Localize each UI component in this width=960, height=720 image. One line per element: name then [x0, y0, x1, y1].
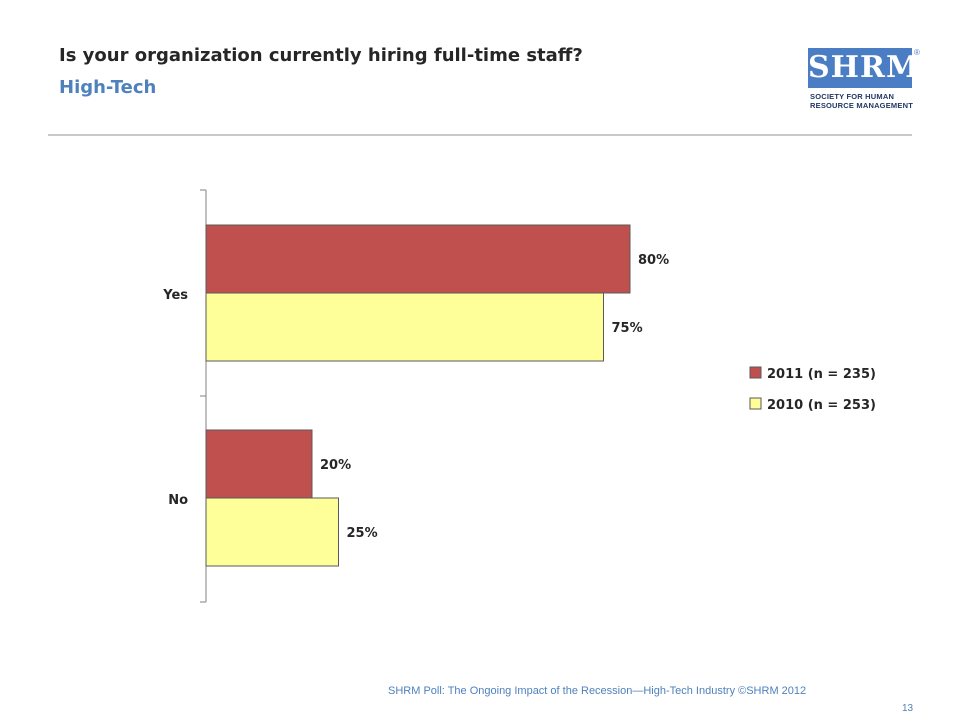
legend-label-series-2: 2010 (n = 253) — [767, 398, 876, 413]
logo-registered-mark: ® — [914, 48, 920, 57]
title-divider — [48, 134, 912, 136]
data-label-yes-series-1: 80% — [638, 253, 669, 268]
logo-wordmark: SHRM — [808, 48, 919, 88]
legend-label-series-1: 2011 (n = 235) — [767, 367, 876, 382]
page-number: 13 — [902, 703, 914, 714]
data-label-no-series-2: 25% — [347, 526, 378, 541]
bar-no-series-2 — [205, 497, 339, 567]
bar-no-series-1 — [205, 429, 313, 499]
logo-tagline: SOCIETY FOR HUMAN RESOURCE MANAGEMENT — [810, 92, 913, 110]
logo-tagline-line2: RESOURCE MANAGEMENT — [810, 101, 913, 110]
bar-yes-series-1 — [205, 224, 631, 294]
bar-yes-series-2 — [205, 292, 604, 362]
category-label-no: No — [168, 493, 188, 508]
slide-subtitle: High-Tech — [59, 77, 157, 98]
data-label-yes-series-2: 75% — [612, 321, 643, 336]
legend-swatch-series-2 — [749, 397, 762, 410]
legend-swatch-series-1 — [749, 366, 762, 379]
logo-tagline-line1: SOCIETY FOR HUMAN — [810, 92, 895, 101]
data-label-no-series-1: 20% — [320, 458, 351, 473]
footer-text: SHRM Poll: The Ongoing Impact of the Rec… — [388, 685, 807, 697]
shrm-logo: SHRM ® SOCIETY FOR HUMAN RESOURCE MANAGE… — [808, 48, 920, 116]
category-label-yes: Yes — [162, 288, 188, 303]
slide-title: Is your organization currently hiring fu… — [59, 45, 583, 66]
